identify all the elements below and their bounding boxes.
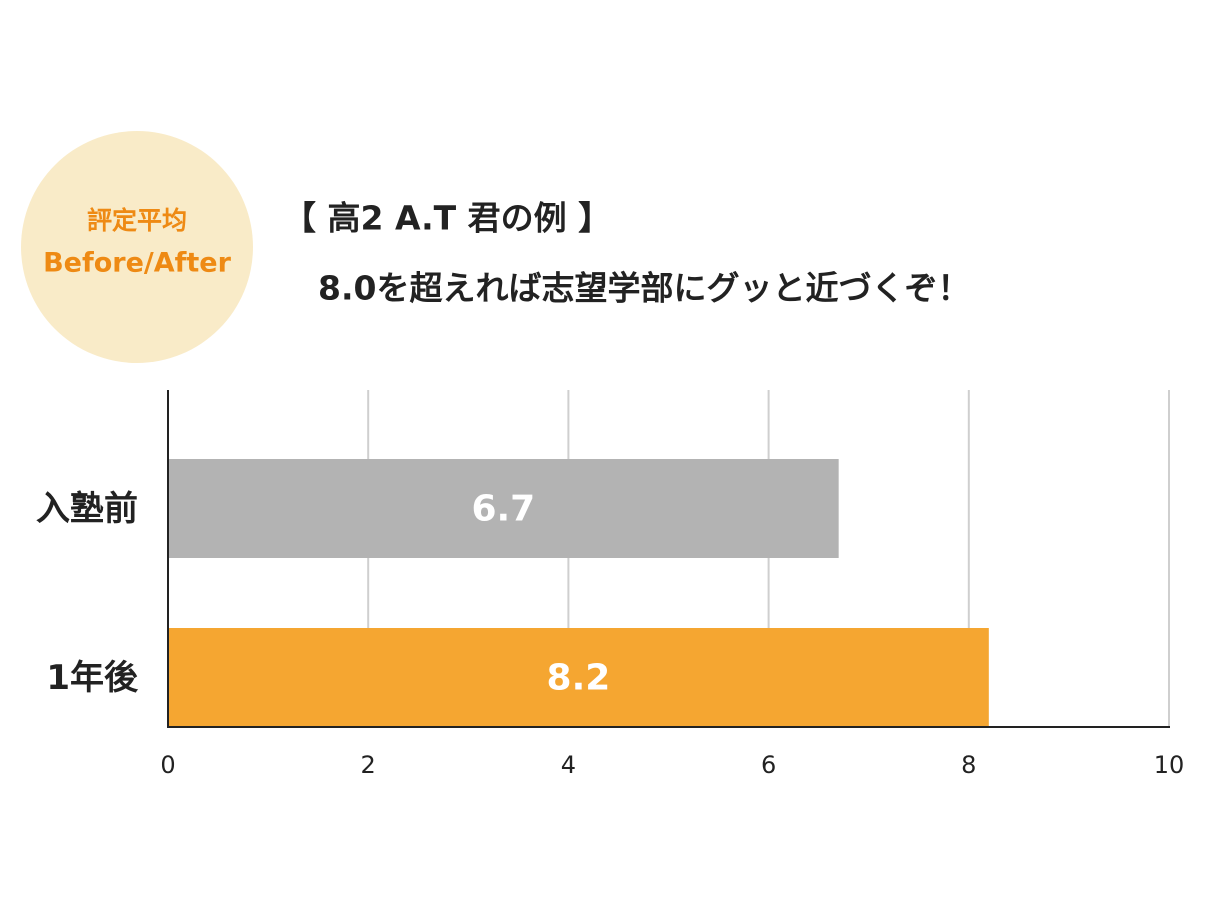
x-tick-label: 8 bbox=[961, 751, 976, 779]
data-label: 6.7 bbox=[471, 489, 535, 530]
bar bbox=[168, 459, 839, 558]
badge-text: 評定平均 bbox=[87, 206, 187, 235]
x-tick-label: 2 bbox=[361, 751, 376, 779]
chart-title: 【 高2 A.T 君の例 】 bbox=[283, 199, 611, 238]
chart-subtitle: 8.0を超えれば志望学部にグッと近づくぞ！ bbox=[318, 269, 970, 308]
bar bbox=[168, 628, 989, 727]
x-tick-label: 10 bbox=[1154, 751, 1185, 779]
y-tick-label: 入塾前 bbox=[36, 489, 138, 529]
x-tick-label: 6 bbox=[761, 751, 776, 779]
badge-text: Before/After bbox=[43, 248, 232, 279]
data-label: 8.2 bbox=[547, 658, 611, 699]
x-tick-label: 4 bbox=[561, 751, 576, 779]
badge bbox=[21, 131, 253, 363]
y-tick-label: 1年後 bbox=[46, 658, 139, 698]
x-tick-label: 0 bbox=[160, 751, 175, 779]
